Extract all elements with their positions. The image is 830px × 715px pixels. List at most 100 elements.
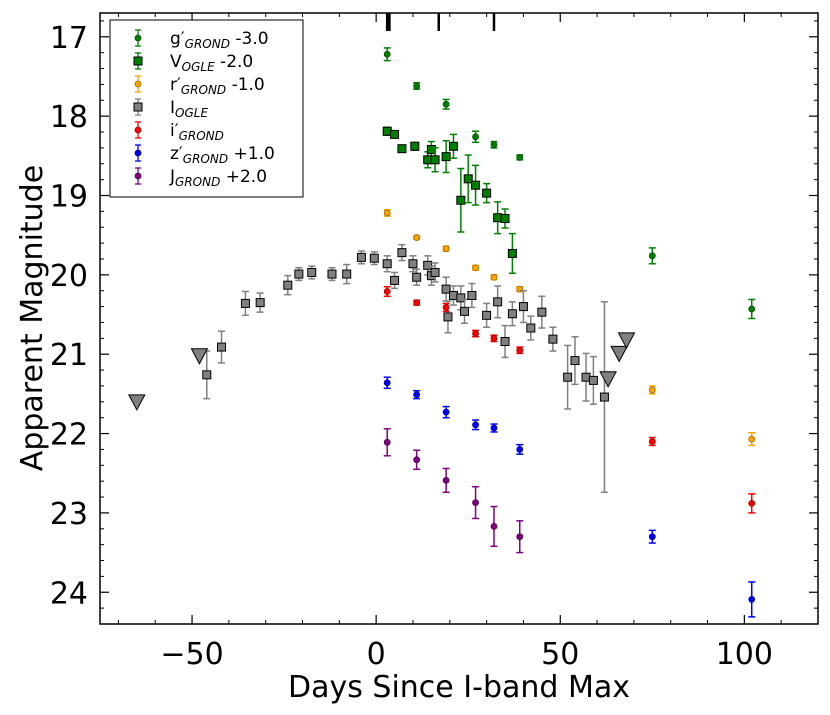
legend-marker (133, 56, 143, 66)
data-point (472, 133, 479, 141)
axis-ticks: −50 0 50 100 17 18 19 20 21 22 23 24 (50, 13, 819, 672)
data-point (748, 435, 756, 443)
data-point (412, 272, 422, 282)
data-point (413, 234, 421, 241)
x-axis-label: Days Since I-band Max (288, 670, 630, 705)
legend-label: VOGLE -2.0 (170, 52, 253, 74)
data-point (581, 372, 591, 382)
data-point (441, 152, 451, 162)
data-point (493, 297, 503, 307)
legend-label-main: z′ (170, 144, 183, 164)
data-point (383, 209, 391, 217)
data-point (390, 275, 400, 285)
data-point (748, 305, 756, 313)
data-point (426, 144, 436, 154)
data-point (537, 307, 547, 317)
data-point (507, 309, 517, 319)
data-point (202, 370, 212, 380)
legend-label-offset: -1.0 (226, 75, 265, 95)
data-point (327, 269, 337, 279)
data-point (413, 82, 421, 90)
legend-entry: VOGLE -2.0 (133, 52, 253, 74)
legend-entry: IOGLE (133, 98, 208, 120)
data-point (460, 306, 470, 316)
data-point (342, 269, 352, 279)
x-tick-label: 50 (541, 637, 579, 672)
y-tick-label: 23 (50, 497, 88, 532)
data-point (430, 267, 440, 277)
data-point (356, 252, 366, 262)
legend-label-offset: -2.0 (215, 52, 254, 72)
data-point (410, 141, 420, 151)
data-point (307, 267, 317, 277)
y-tick-label: 19 (50, 180, 88, 215)
upper-limit-marker (617, 332, 636, 349)
data-point (490, 424, 498, 432)
data-point (526, 323, 536, 333)
series-4 (383, 286, 756, 514)
data-point (383, 379, 391, 387)
data-point (390, 129, 400, 139)
legend-marker (134, 34, 142, 42)
data-point (570, 356, 580, 366)
legend-label-offset: +2.0 (220, 167, 267, 187)
data-point (442, 408, 450, 416)
x-tick-label: 0 (367, 637, 386, 672)
y-tick-label: 21 (50, 338, 88, 373)
data-point (217, 342, 227, 352)
legend-label-subscript: GROND (185, 37, 230, 51)
legend-entry: g′GROND -3.0 (134, 29, 269, 51)
data-point (448, 290, 458, 300)
legend-entry: i′GROND (134, 121, 224, 143)
data-point (383, 438, 391, 446)
series-3 (202, 243, 609, 494)
upper-limit-marker (599, 371, 617, 388)
data-point (516, 446, 524, 453)
data-point (482, 188, 492, 198)
legend-label-subscript: GROND (179, 129, 224, 143)
legend-marker (134, 149, 142, 157)
x-tick-label: 100 (716, 637, 773, 672)
series-6 (383, 428, 524, 554)
legend-label-offset: -3.0 (230, 29, 269, 49)
data-point (548, 334, 558, 344)
legend-label-main: i′ (170, 121, 179, 141)
x-tick-label: −50 (160, 637, 223, 672)
data-point (448, 141, 458, 151)
y-tick-label: 18 (50, 100, 88, 135)
plot-frame (99, 12, 819, 625)
data-point (408, 259, 418, 269)
data-point (382, 126, 392, 136)
data-point (748, 596, 756, 603)
legend-label-main: V (170, 52, 182, 72)
data-point (500, 214, 510, 224)
legend-label-subscript: GROND (181, 83, 226, 97)
legend-label-subscript: OGLE (182, 60, 215, 74)
legend-label: z′GROND +1.0 (170, 144, 275, 166)
legend-label-main: r′ (170, 75, 181, 95)
data-point (516, 346, 524, 354)
data-point (255, 298, 265, 308)
data-point (442, 100, 450, 108)
legend-marker (134, 172, 142, 180)
data-point (516, 533, 524, 541)
legend-label: i′GROND (170, 121, 224, 143)
data-point (648, 533, 656, 541)
data-point (456, 293, 466, 303)
data-point (397, 248, 407, 258)
data-point (648, 252, 656, 260)
data-point (648, 386, 656, 394)
legend-label-main: g′ (170, 29, 185, 49)
data-point (516, 154, 524, 161)
data-point (463, 174, 473, 184)
y-tick-label: 17 (50, 21, 88, 56)
data-point (443, 312, 453, 322)
data-point (413, 456, 421, 464)
data-point (382, 259, 392, 269)
legend-entry: JGROND +2.0 (134, 167, 267, 189)
data-point (294, 269, 304, 279)
data-point (456, 195, 466, 205)
data-point (563, 372, 573, 382)
data-point (467, 290, 477, 300)
